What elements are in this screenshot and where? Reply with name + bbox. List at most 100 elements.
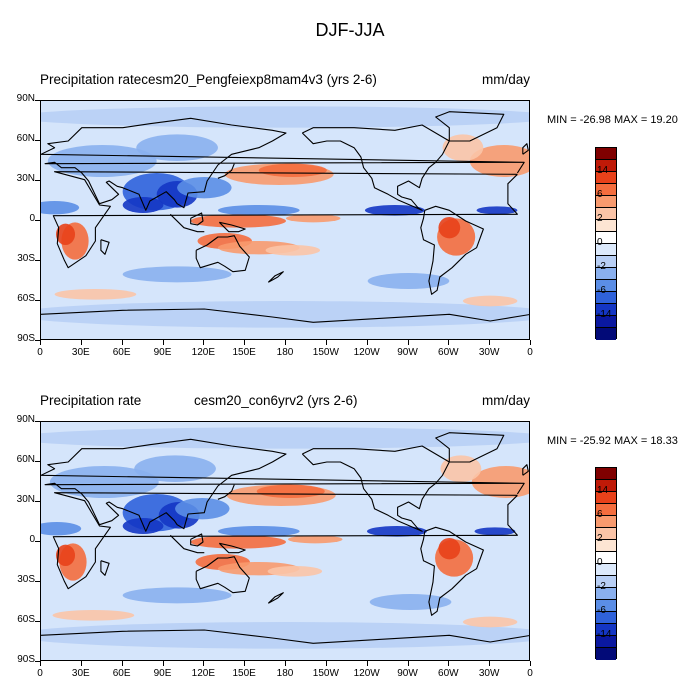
colorbar-label: -6 xyxy=(597,605,606,616)
x-tick-mark xyxy=(244,340,246,345)
precip-region xyxy=(265,245,321,256)
colorbar-label: 14 xyxy=(597,485,609,496)
y-tick-label: 0 xyxy=(29,534,35,545)
x-tick-mark xyxy=(80,661,82,666)
y-tick-mark xyxy=(35,581,40,582)
colorbar-segment xyxy=(596,540,616,552)
colorbar-segment xyxy=(596,564,616,576)
coastline xyxy=(169,534,205,554)
precip-map-svg xyxy=(41,101,529,339)
colorbar-segment xyxy=(596,636,616,648)
x-tick-label: 90W xyxy=(397,347,418,358)
x-tick-label: 120W xyxy=(353,668,380,679)
panel1-map xyxy=(40,100,530,340)
colorbar-segment xyxy=(596,576,616,588)
coastline xyxy=(267,592,284,604)
colorbar-segment xyxy=(596,268,616,280)
x-tick-mark xyxy=(121,661,123,666)
x-tick-label: 180 xyxy=(276,668,294,679)
colorbar-label: -2 xyxy=(597,261,606,272)
colorbar-segment xyxy=(596,220,616,232)
y-tick-label: 60N xyxy=(16,454,35,465)
x-tick-mark xyxy=(244,661,246,666)
coastline xyxy=(190,212,204,226)
precip-region xyxy=(177,177,232,199)
coastline xyxy=(217,163,235,179)
x-tick-mark xyxy=(162,340,164,345)
colorbar-segment xyxy=(596,504,616,516)
colorbar-segment xyxy=(596,328,616,340)
colorbar-segment xyxy=(596,468,616,480)
x-tick-mark xyxy=(366,340,368,345)
x-tick-mark xyxy=(40,340,41,345)
x-tick-label: 150E xyxy=(232,347,256,358)
coastline xyxy=(522,143,529,155)
coastline xyxy=(420,526,484,616)
colorbar-label: 6 xyxy=(597,509,603,520)
colorbar-segment xyxy=(596,256,616,268)
x-tick-label: 120E xyxy=(191,347,215,358)
precip-region xyxy=(366,526,427,537)
y-tick-mark xyxy=(35,140,40,141)
y-tick-mark xyxy=(35,340,40,341)
colorbar-segment xyxy=(596,552,616,564)
colorbar-label: -14 xyxy=(597,629,612,640)
precip-region xyxy=(367,273,450,289)
precip-region xyxy=(41,427,529,449)
precip-region xyxy=(136,134,218,161)
precip-region xyxy=(54,289,137,300)
colorbar-label: 2 xyxy=(597,533,603,544)
colorbar-segment xyxy=(596,232,616,244)
x-tick-label: 90E xyxy=(153,347,172,358)
colorbar-segment xyxy=(596,492,616,504)
y-tick-label: 90S xyxy=(17,654,35,665)
coastline xyxy=(522,464,529,476)
coastline xyxy=(217,484,235,500)
coastline xyxy=(218,221,246,233)
y-tick-mark xyxy=(35,100,40,101)
colorbar-segment xyxy=(596,600,616,612)
colorbar-segment xyxy=(596,480,616,492)
colorbar-segment xyxy=(596,196,616,208)
x-tick-mark xyxy=(285,661,286,666)
precip-region xyxy=(369,594,452,610)
panel1-minmax: MIN = -26.98 MAX = 19.20 xyxy=(547,114,678,126)
colorbar-segment xyxy=(596,588,616,600)
precip-region xyxy=(286,214,341,223)
x-tick-mark xyxy=(489,661,491,666)
coastline xyxy=(41,117,525,211)
x-tick-label: 30W xyxy=(478,347,500,358)
y-tick-mark xyxy=(35,661,40,662)
precip-region xyxy=(41,301,529,328)
y-tick-mark xyxy=(35,461,40,462)
y-tick-label: 0 xyxy=(29,213,35,224)
coastline xyxy=(41,438,525,532)
colorbar-segment xyxy=(596,648,616,660)
precip-region xyxy=(442,134,484,161)
colorbar-segment xyxy=(596,160,616,172)
colorbar-label: 14 xyxy=(597,165,609,176)
precip-region xyxy=(462,616,518,628)
x-tick-label: 60W xyxy=(438,668,459,679)
x-tick-label: 90E xyxy=(153,668,172,679)
x-tick-label: 120W xyxy=(353,347,380,358)
x-tick-label: 120E xyxy=(191,668,215,679)
precip-region xyxy=(55,544,76,566)
colorbar-segment xyxy=(596,612,616,624)
y-tick-mark xyxy=(35,541,40,542)
precip-region xyxy=(47,145,157,177)
x-tick-label: 30E xyxy=(71,668,90,679)
colorbar-segment xyxy=(596,208,616,220)
x-tick-label: 0 xyxy=(37,668,43,679)
colorbar-label: -14 xyxy=(597,309,612,320)
precip-region xyxy=(474,527,516,536)
panel2-units: mm/day xyxy=(481,393,530,408)
x-tick-label: 90W xyxy=(397,668,418,679)
precip-region xyxy=(267,566,323,577)
x-tick-label: 60E xyxy=(112,668,131,679)
colorbar-label: 0 xyxy=(597,557,603,568)
colorbar-label: -2 xyxy=(597,581,606,592)
precip-region xyxy=(41,106,529,128)
colorbar-label: 2 xyxy=(597,213,603,224)
colorbar-label: -6 xyxy=(597,285,606,296)
